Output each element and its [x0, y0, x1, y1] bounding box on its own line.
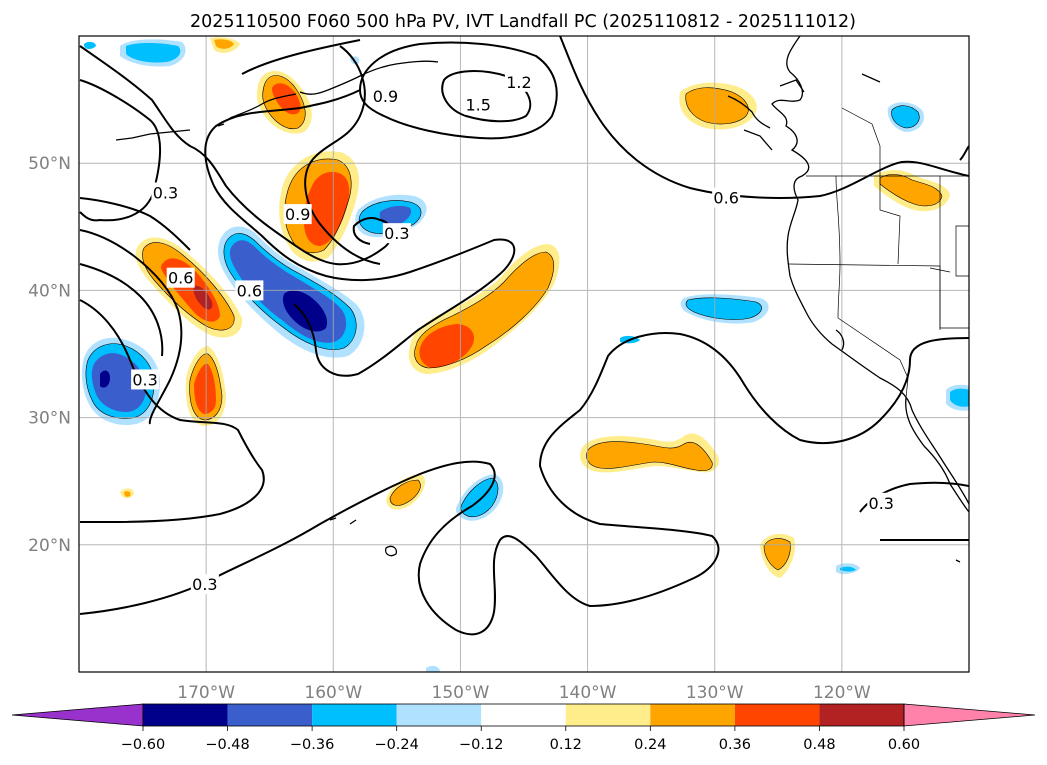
colorbar-segment [734, 704, 820, 726]
map-title: 2025110500 F060 500 hPa PV, IVT Landfall… [190, 12, 856, 32]
colorbar: −0.60 −0.48 −0.36 −0.24 −0.12 0.12 0.24 0.36 0.4… [11, 703, 1036, 753]
map-frame [78, 35, 970, 673]
colorbar-tick-label: 0.36 [719, 737, 751, 753]
contour-label-bg [283, 204, 312, 225]
lat-tick-label: 50°N [28, 154, 71, 174]
colorbar-tick-label: −0.48 [205, 737, 249, 753]
lon-tick-label: 140°W [559, 683, 617, 703]
gridlines [79, 36, 969, 672]
colorbar-tick-label: −0.60 [121, 737, 165, 753]
contour-labels: 1.5 1.2 0.9 0.6 0.3 0.9 0.3 0.6 0.6 0.3 0.3 0.3 [131, 71, 896, 595]
contour-label: 0.3 [192, 575, 217, 594]
contour-label: 1.2 [506, 73, 531, 92]
contour-label-bg [131, 369, 160, 390]
contour-label: 0.3 [132, 370, 157, 389]
colorbar-segment [143, 704, 228, 726]
longitude-labels: 170°W 160°W 150°W 140°W 130°W 120°W [177, 683, 871, 703]
colorbar-tick-label: 0.60 [888, 737, 920, 753]
colorbar-extend-low [11, 703, 144, 727]
lon-tick-label: 160°W [304, 683, 362, 703]
contour-label: 1.5 [466, 96, 491, 115]
colorbar-segment [650, 704, 735, 726]
colorbar-segment [565, 704, 651, 726]
map-background [79, 36, 969, 672]
lon-tick-label: 150°W [432, 683, 490, 703]
coastlines [115, 36, 969, 563]
colorbar-tick-label: 0.24 [634, 737, 666, 753]
lat-tick-label: 20°N [28, 536, 71, 556]
colorbar-segment [312, 704, 397, 726]
latitude-labels: 50°N 40°N 30°N 20°N [28, 154, 71, 556]
colorbar-extend-high [903, 703, 1036, 727]
lon-tick-label: 170°W [177, 683, 235, 703]
pv-contours [79, 36, 969, 636]
contour-label: 0.9 [285, 205, 310, 224]
colorbar-segment [481, 704, 566, 726]
colorbar-segment [396, 704, 482, 726]
contour-label-bg [166, 267, 195, 288]
contour-label: 0.6 [168, 269, 193, 288]
contour-label-bg [504, 71, 533, 92]
colorbar-outline [142, 703, 905, 727]
lon-tick-label: 120°W [813, 683, 871, 703]
contour-label: 0.3 [153, 183, 178, 202]
colorbar-segment [227, 704, 313, 726]
contour-label: 0.3 [869, 494, 894, 513]
map-panel[interactable]: 1.5 1.2 0.9 0.6 0.3 0.9 0.3 0.6 0.6 0.3 0.3 0.3 50°… [28, 35, 970, 703]
contour-label-bg [151, 182, 180, 203]
lat-tick-label: 30°N [28, 409, 71, 429]
contour-label-bg [371, 85, 400, 106]
colorbar-tick-label: 0.12 [550, 737, 582, 753]
lat-tick-label: 40°N [28, 281, 71, 301]
colorbar-tick-label: −0.12 [459, 737, 503, 753]
contour-label-bg [190, 574, 219, 595]
contour-label: 0.6 [237, 281, 262, 300]
contour-label: 0.6 [713, 189, 738, 208]
colorbar-tick-label: −0.24 [374, 737, 418, 753]
colorbar-tick-label: −0.36 [290, 737, 334, 753]
colorbar-tick-label: 0.48 [803, 737, 835, 753]
lon-tick-label: 130°W [686, 683, 744, 703]
contour-label-bg [867, 492, 896, 513]
contour-label-bg [382, 223, 411, 244]
contour-label-bg [464, 94, 493, 115]
contour-label: 0.9 [373, 87, 398, 106]
contour-label-bg [712, 187, 741, 208]
contour-label: 0.3 [384, 224, 409, 243]
borders [787, 107, 969, 399]
colorbar-segment [819, 704, 904, 726]
contour-label-bg [235, 280, 264, 301]
